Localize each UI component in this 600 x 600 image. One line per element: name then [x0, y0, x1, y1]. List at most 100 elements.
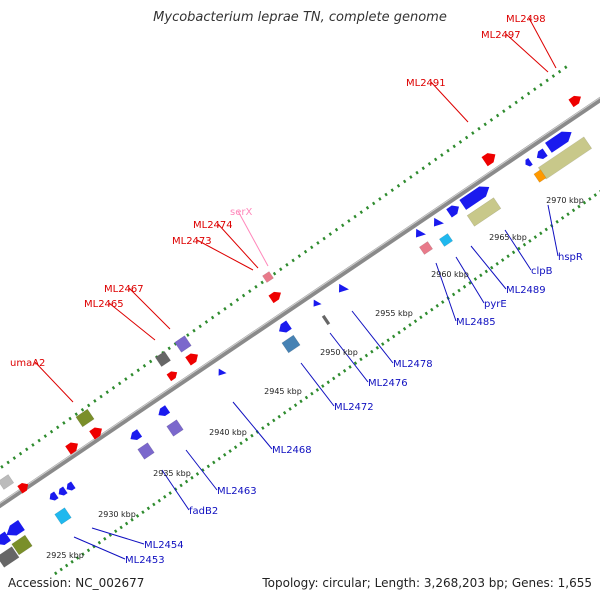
tick-mark: [391, 334, 396, 339]
tick-mark: [119, 525, 123, 530]
tick-mark: [99, 394, 103, 399]
gene-block-ml2472: [281, 334, 301, 354]
tick-mark: [484, 269, 488, 274]
tick-mark: [511, 250, 516, 255]
gene-label-ml2465: ML2465: [84, 299, 124, 310]
tick-mark: [514, 100, 518, 105]
tick-mark: [223, 306, 227, 311]
tick-mark: [204, 320, 209, 324]
tick-mark: [582, 200, 587, 205]
tick-mark: [105, 390, 109, 395]
gene-label-ml2467: ML2467: [104, 284, 144, 295]
tick-mark: [80, 407, 85, 412]
tick-mark: [130, 372, 134, 377]
tick-mark: [334, 227, 339, 232]
tick-mark: [108, 533, 112, 537]
tick-mark: [173, 487, 178, 492]
gene-label-ml2463: ML2463: [217, 486, 257, 497]
gene-block-ml2489: [466, 197, 502, 227]
gene-arrow-r5: [49, 491, 59, 501]
tick-mark: [544, 227, 548, 232]
tick-mark: [304, 395, 309, 400]
scale-label: 2925 kbp: [46, 551, 84, 560]
tick-mark: [163, 495, 167, 499]
tick-mark: [500, 258, 505, 262]
genome-summary: Topology: circular; Length: 3,268,203 bp…: [262, 576, 592, 590]
tick-mark: [250, 433, 254, 438]
tick-mark: [371, 201, 376, 206]
gene-label-ml2476: ML2476: [368, 378, 408, 389]
leader-ml2473: [196, 239, 254, 271]
tick-mark: [427, 162, 432, 166]
tick-mark: [198, 324, 202, 329]
leader-ml2489: [470, 245, 507, 290]
tick-mark: [539, 231, 543, 236]
gene-label-ml2473: ML2473: [172, 236, 212, 247]
scale-label: 2945 kbp: [264, 387, 302, 396]
tick-mark: [141, 510, 145, 514]
tick-mark: [6, 460, 10, 465]
tick-mark: [74, 412, 78, 416]
backbone-highlight: [0, 97, 600, 504]
tick-mark: [430, 307, 434, 312]
tick-mark: [157, 498, 161, 503]
tick-mark: [353, 214, 357, 219]
tick-mark: [421, 166, 425, 171]
tick-mark: [364, 353, 369, 358]
gene-tri-ml2478: [338, 283, 349, 293]
leader-ml2476: [329, 332, 369, 383]
tick-mark: [186, 333, 190, 337]
tick-mark: [136, 368, 140, 373]
tick-mark: [130, 517, 134, 522]
tick-mark: [533, 235, 538, 239]
tick-mark: [458, 140, 463, 144]
gene-block-umaa2: [75, 408, 95, 428]
tick-mark: [266, 422, 270, 427]
gene-arrow-r6: [6, 519, 25, 536]
tick-mark: [588, 197, 592, 201]
gene-arrow-l1: [65, 442, 78, 455]
tick-mark: [528, 239, 532, 243]
tick-mark: [241, 293, 246, 298]
gene-label-ml2472: ML2472: [334, 402, 374, 413]
tick-mark: [381, 342, 385, 346]
gene-block-ml2467: [174, 335, 192, 353]
tick-mark: [299, 399, 303, 404]
gene-arrow-ml2465: [166, 371, 178, 382]
tick-mark: [260, 280, 264, 285]
leader-ml2454: [91, 527, 145, 545]
tick-mark: [303, 249, 308, 254]
scale-label: 2950 kbp: [320, 348, 358, 357]
tick-mark: [212, 460, 216, 465]
tick-mark: [545, 78, 549, 83]
tick-mark: [210, 315, 215, 320]
tick-mark: [62, 421, 66, 425]
tick-mark: [179, 483, 183, 488]
gene-arrow-l2: [17, 482, 29, 494]
tick-mark: [490, 265, 494, 270]
tick-mark: [272, 418, 276, 423]
tick-mark: [560, 216, 565, 220]
tick-mark: [97, 540, 102, 545]
tick-mark: [435, 304, 439, 308]
gene-label-ml2468: ML2468: [272, 445, 312, 456]
gene-label-hspr: hspR: [558, 252, 583, 263]
leader-ml2472: [300, 362, 335, 407]
map-title: Mycobacterium leprae TN, complete genome: [153, 10, 447, 25]
gene-block-fadb2: [137, 442, 155, 460]
tick-mark: [471, 131, 475, 135]
gene-arrow-ml2491: [481, 153, 496, 167]
tick-mark: [114, 529, 118, 534]
tick-mark: [322, 236, 326, 241]
gene-label-umaa2: umaA2: [10, 358, 45, 369]
tick-mark: [479, 273, 483, 278]
gene-block-ml2453b: [0, 546, 20, 568]
tick-mark: [18, 451, 23, 456]
tick-mark: [378, 197, 382, 201]
scale-label: 2970 kbp: [546, 196, 584, 205]
accession-label: Accession: NC_002677: [8, 576, 145, 590]
leader-ml2453: [73, 536, 126, 560]
tick-mark: [0, 465, 4, 469]
leader-ml2491: [430, 81, 469, 123]
